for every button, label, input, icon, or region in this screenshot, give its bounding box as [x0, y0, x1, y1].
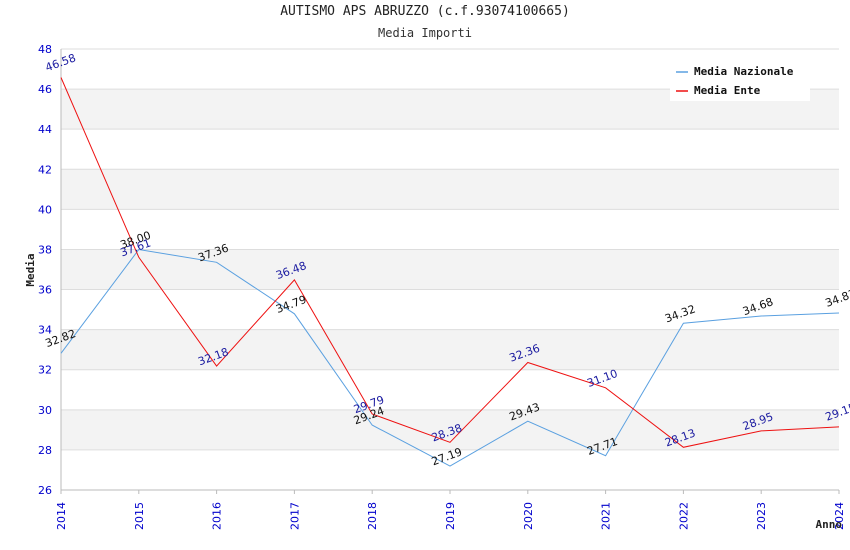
legend-label-media-nazionale: Media Nazionale — [694, 65, 794, 78]
x-tick-label: 2014 — [55, 502, 68, 530]
y-tick-label: 36 — [38, 284, 52, 297]
grid-band — [61, 169, 839, 210]
x-tick-label: 2020 — [522, 502, 535, 530]
data-label-media-ente: 29.15 — [824, 401, 850, 424]
legend-label-media-ente: Media Ente — [694, 84, 761, 97]
x-tick-label: 2023 — [755, 502, 768, 530]
y-tick-label: 48 — [38, 43, 52, 56]
y-tick-label: 28 — [38, 444, 52, 457]
y-axis-label: Media — [24, 253, 37, 286]
grid-bands — [61, 89, 839, 450]
grid-band — [61, 249, 839, 290]
chart-title: AUTISMO APS ABRUZZO (c.f.93074100665) — [280, 4, 570, 19]
x-tick-label: 2019 — [444, 502, 457, 530]
grid-band — [61, 409, 839, 450]
x-tick-label: 2015 — [133, 502, 146, 530]
x-tick-label: 2017 — [288, 502, 301, 530]
y-tick-label: 34 — [38, 324, 52, 337]
y-tick-label: 46 — [38, 83, 52, 96]
data-label-media-nazionale: 34.68 — [741, 295, 775, 318]
legend-background — [670, 58, 810, 101]
x-axis-label: Anno — [816, 518, 843, 531]
y-tick-label: 44 — [38, 123, 52, 136]
grid-band — [61, 329, 839, 370]
y-tick-label: 40 — [38, 203, 52, 216]
y-tick-label: 38 — [38, 243, 52, 256]
y-tick-label: 26 — [38, 484, 52, 497]
y-tick-label: 42 — [38, 163, 52, 176]
y-tick-label: 32 — [38, 364, 52, 377]
legend: Media Nazionale Media Ente — [670, 58, 810, 101]
x-tick-label: 2024 — [833, 502, 846, 530]
x-tick-label: 2022 — [677, 502, 690, 530]
series-line-media-ente — [60, 77, 840, 448]
y-tick-label: 30 — [38, 404, 52, 417]
x-axis-ticks: 2014 2015 2016 2017 2018 2019 2020 2021 2022 2023… — [55, 490, 846, 530]
x-tick-label: 2021 — [600, 502, 613, 530]
y-axis-ticks: 26 28 30 32 34 36 38 40 42 44 46 48 — [38, 43, 52, 497]
chart-subtitle: Media Importi — [378, 26, 472, 40]
series-lines — [60, 77, 840, 467]
x-tick-label: 2018 — [366, 502, 379, 530]
series-line-media-nazionale — [60, 248, 840, 467]
x-tick-label: 2016 — [211, 502, 224, 530]
data-label-media-nazionale: 34.83 — [824, 287, 850, 310]
